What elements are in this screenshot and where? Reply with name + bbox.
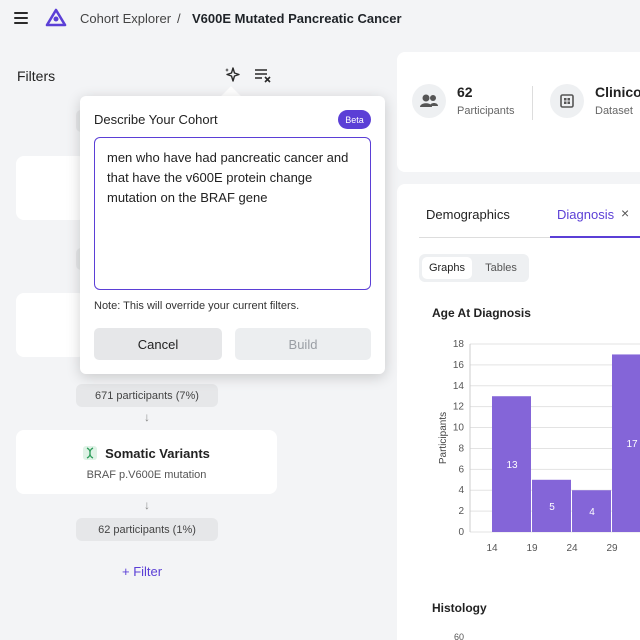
bar-value-label: 13 xyxy=(506,460,518,471)
breadcrumb-app[interactable]: Cohort Explorer xyxy=(80,11,172,26)
divider xyxy=(532,86,533,120)
popover-title: Describe Your Cohort xyxy=(94,112,218,127)
filters-title: Filters xyxy=(17,68,56,84)
tab-demographics[interactable]: Demographics xyxy=(426,207,510,222)
y-tick-label: 4 xyxy=(458,485,464,496)
y-tick-label: 2 xyxy=(458,506,464,517)
histogram-bar xyxy=(492,396,531,532)
histology-chart-title: Histology xyxy=(432,601,487,615)
x-tick-label: 29 xyxy=(606,543,618,554)
participants-count: 62 xyxy=(457,84,473,100)
hamburger-menu-icon[interactable] xyxy=(14,12,28,24)
dataset-label: Dataset xyxy=(595,105,633,117)
describe-cohort-popover: Describe Your Cohort Beta Note: This wil… xyxy=(80,96,385,374)
app-logo-icon[interactable] xyxy=(45,8,67,28)
bar-value-label: 5 xyxy=(549,502,555,513)
top-bar: Cohort Explorer / V600E Mutated Pancreat… xyxy=(0,0,640,38)
dataset-name: Clinico xyxy=(595,84,640,100)
histogram-bar xyxy=(572,490,611,532)
y-tick-label: 12 xyxy=(453,402,465,413)
tab-diagnosis[interactable]: Diagnosis xyxy=(557,207,615,222)
participant-count-pill: 671 participants (7%) xyxy=(76,384,218,407)
build-button[interactable]: Build xyxy=(235,328,371,360)
histogram-bar xyxy=(612,354,640,532)
active-tab-indicator xyxy=(550,236,640,238)
x-tick-label: 14 xyxy=(486,543,498,554)
close-tab-icon[interactable]: × xyxy=(621,205,630,221)
dna-icon xyxy=(83,446,98,460)
tab-divider xyxy=(419,237,640,238)
filter-card-subtitle: BRAF p.V600E mutation xyxy=(86,469,207,481)
y-tick-label: 8 xyxy=(458,443,464,454)
chart-title: Age At Diagnosis xyxy=(432,306,531,320)
filter-card-hidden[interactable] xyxy=(16,156,86,220)
cancel-button[interactable]: Cancel xyxy=(94,328,222,360)
view-toggle: Graphs Tables xyxy=(419,254,529,282)
y-axis-label: Participants xyxy=(438,412,449,464)
histogram-bar xyxy=(532,479,571,532)
flow-down-arrow: ↓ xyxy=(144,498,150,512)
y-tick-label: 18 xyxy=(453,339,465,350)
breadcrumb-separator: / xyxy=(177,11,181,26)
participant-count-pill: 62 participants (1%) xyxy=(76,518,218,541)
y-tick-label: 10 xyxy=(453,423,465,434)
y-tick-label: 16 xyxy=(453,360,465,371)
clear-filters-icon[interactable] xyxy=(254,67,272,83)
add-filter-button[interactable]: + Filter xyxy=(122,564,163,579)
breadcrumb-cohort: V600E Mutated Pancreatic Cancer xyxy=(192,11,402,26)
cohort-description-input[interactable] xyxy=(94,137,371,290)
flow-down-arrow: ↓ xyxy=(144,410,150,424)
graphs-toggle-button[interactable]: Graphs xyxy=(422,257,472,279)
participants-label: Participants xyxy=(457,105,515,117)
tables-toggle-button[interactable]: Tables xyxy=(485,262,517,274)
users-icon xyxy=(412,84,446,118)
x-tick-label: 24 xyxy=(566,543,578,554)
x-tick-label: 19 xyxy=(526,543,538,554)
grid-icon xyxy=(550,84,584,118)
histology-first-tick: 60 xyxy=(454,632,465,640)
bar-value-label: 4 xyxy=(589,507,595,518)
filter-card-title: Somatic Variants xyxy=(16,446,277,461)
bar-value-label: 17 xyxy=(626,439,638,450)
y-tick-label: 6 xyxy=(458,464,464,475)
ai-sparkle-icon[interactable] xyxy=(224,67,240,83)
filter-card-hidden[interactable] xyxy=(16,293,86,357)
y-tick-label: 14 xyxy=(453,381,465,392)
somatic-variants-filter-card[interactable]: Somatic Variants BRAF p.V600E mutation xyxy=(16,430,277,494)
beta-badge: Beta xyxy=(338,110,371,129)
override-note: Note: This will override your current fi… xyxy=(94,300,300,312)
y-tick-label: 0 xyxy=(458,527,464,538)
